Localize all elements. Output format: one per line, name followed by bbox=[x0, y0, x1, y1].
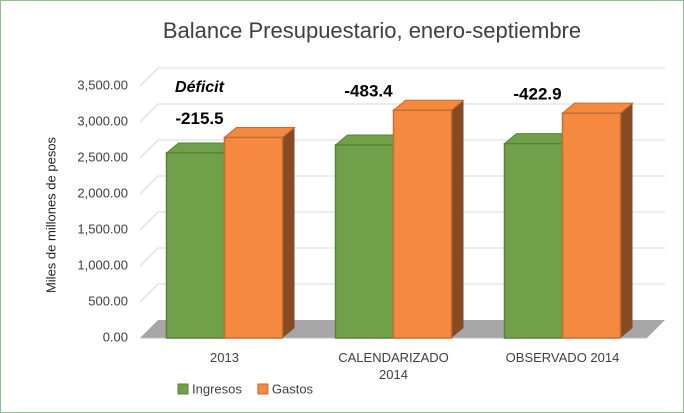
legend-label: Ingresos bbox=[192, 381, 242, 396]
y-tick-label: 1,500.00 bbox=[77, 221, 128, 236]
bar-face bbox=[334, 144, 395, 339]
bar bbox=[561, 102, 634, 339]
y-tick-label: 3,500.00 bbox=[77, 77, 128, 92]
grid-line bbox=[139, 247, 665, 267]
legend-label: Gastos bbox=[272, 381, 314, 396]
x-tick-label: OBSERVADO 2014 bbox=[505, 350, 620, 365]
bar-face bbox=[223, 136, 284, 339]
bar-face bbox=[620, 103, 633, 338]
bar bbox=[223, 126, 296, 339]
y-tick-label: 0.00 bbox=[103, 329, 128, 344]
y-tick-label: 2,000.00 bbox=[77, 185, 128, 200]
data-label: -483.4 bbox=[344, 82, 393, 101]
bar-face bbox=[503, 142, 564, 339]
x-tick-label: 2013 bbox=[210, 350, 239, 365]
bar-face bbox=[223, 126, 296, 138]
y-axis-title: Miles de millones de pesos bbox=[43, 136, 58, 293]
y-tick-label: 1,000.00 bbox=[77, 257, 128, 272]
grid-line bbox=[139, 139, 665, 159]
grid-line bbox=[139, 175, 665, 195]
legend-swatch bbox=[257, 383, 269, 395]
grid-line bbox=[139, 67, 665, 87]
grid-line bbox=[139, 283, 665, 303]
bar-face bbox=[392, 109, 453, 339]
bar-face bbox=[282, 127, 295, 338]
bar-face bbox=[561, 102, 634, 114]
bar-face bbox=[561, 112, 622, 339]
y-tick-label: 3,000.00 bbox=[77, 113, 128, 128]
y-tick-label: 500.00 bbox=[88, 293, 128, 308]
annotation: Déficit bbox=[175, 79, 225, 96]
x-tick-label: CALENDARIZADO 2014 bbox=[338, 350, 449, 382]
legend-swatch bbox=[177, 383, 189, 395]
grid-line bbox=[139, 103, 665, 123]
chart-title: Balance Presupuestario, enero-septiembre bbox=[163, 18, 581, 43]
data-label: -422.9 bbox=[513, 85, 561, 104]
bar-face bbox=[451, 100, 464, 338]
bar-face bbox=[165, 152, 226, 339]
data-label: -215.5 bbox=[175, 109, 223, 128]
y-tick-label: 2,500.00 bbox=[77, 149, 128, 164]
grid-line bbox=[139, 211, 665, 231]
bar bbox=[392, 99, 465, 339]
bar-face bbox=[392, 99, 465, 111]
